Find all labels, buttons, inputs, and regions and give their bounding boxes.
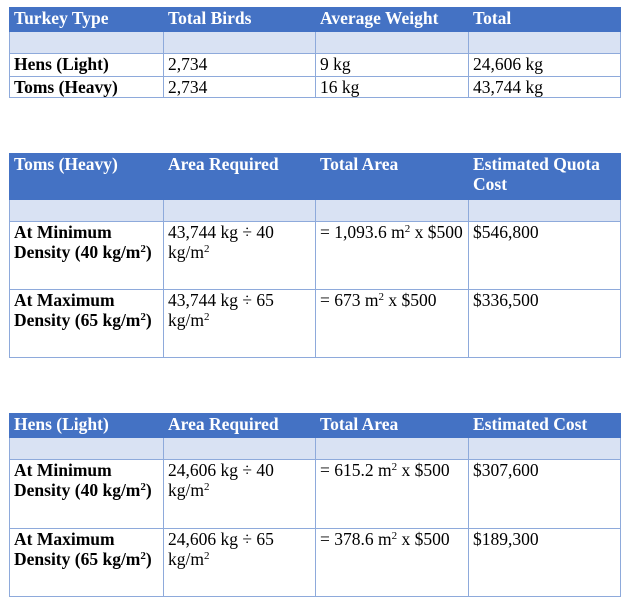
table-row: At Maximum Density (65 kg/m2) 43,744 kg …: [9, 289, 621, 358]
table-header-row: Toms (Heavy) Area Required Total Area Es…: [9, 153, 621, 200]
area-required-cell: 43,744 kg ÷ 65 kg/m2: [163, 289, 316, 358]
header-cell: Estimated Quota Cost: [468, 153, 621, 200]
cost-cell: $336,500: [468, 289, 621, 358]
toms-area-table: Toms (Heavy) Area Required Total Area Es…: [9, 153, 621, 358]
table-row: Toms (Heavy) 2,734 16 kg 43,744 kg: [9, 76, 621, 98]
hens-area-table: Hens (Light) Area Required Total Area Es…: [9, 413, 621, 597]
table-cell: 9 kg: [315, 53, 469, 77]
header-cell: Total Area: [315, 413, 469, 438]
area-required-cell: 24,606 kg ÷ 65 kg/m2: [163, 528, 316, 597]
total-area-cell: = 1,093.6 m2 x $500: [315, 221, 469, 290]
row-label: At Maximum Density (65 kg/m2): [9, 289, 164, 358]
area-required-cell: 24,606 kg ÷ 40 kg/m2: [163, 459, 316, 529]
cost-cell: $189,300: [468, 528, 621, 597]
table-cell: 43,744 kg: [468, 76, 621, 98]
table-band-row: [9, 199, 621, 222]
turkey-weight-table: Turkey Type Total Birds Average Weight T…: [9, 7, 621, 98]
table-band-row: [9, 437, 621, 460]
table-row: At Maximum Density (65 kg/m2) 24,606 kg …: [9, 528, 621, 597]
header-cell: Total Birds: [163, 7, 316, 32]
table-cell: 2,734: [163, 53, 316, 77]
table-cell: 16 kg: [315, 76, 469, 98]
cost-cell: $546,800: [468, 221, 621, 290]
table-row: At Minimum Density (40 kg/m2) 24,606 kg …: [9, 459, 621, 529]
row-label: Toms (Heavy): [9, 76, 164, 98]
row-label: At Minimum Density (40 kg/m2): [9, 459, 164, 529]
table-row: At Minimum Density (40 kg/m2) 43,744 kg …: [9, 221, 621, 290]
table-cell: 24,606 kg: [468, 53, 621, 77]
total-area-cell: = 673 m2 x $500: [315, 289, 469, 358]
row-label: At Maximum Density (65 kg/m2): [9, 528, 164, 597]
row-label: Hens (Light): [9, 53, 164, 77]
header-cell: Average Weight: [315, 7, 469, 32]
header-cell: Toms (Heavy): [9, 153, 164, 200]
row-label: At Minimum Density (40 kg/m2): [9, 221, 164, 290]
header-cell: Total Area: [315, 153, 469, 200]
header-cell: Area Required: [163, 153, 316, 200]
header-cell: Hens (Light): [9, 413, 164, 438]
header-cell: Estimated Cost: [468, 413, 621, 438]
header-cell: Turkey Type: [9, 7, 164, 32]
total-area-cell: = 615.2 m2 x $500: [315, 459, 469, 529]
header-cell: Area Required: [163, 413, 316, 438]
cost-cell: $307,600: [468, 459, 621, 529]
table-cell: 2,734: [163, 76, 316, 98]
table-band-row: [9, 31, 621, 54]
total-area-cell: = 378.6 m2 x $500: [315, 528, 469, 597]
table-header-row: Turkey Type Total Birds Average Weight T…: [9, 7, 621, 32]
area-required-cell: 43,744 kg ÷ 40 kg/m2: [163, 221, 316, 290]
header-cell: Total: [468, 7, 621, 32]
table-row: Hens (Light) 2,734 9 kg 24,606 kg: [9, 53, 621, 77]
table-header-row: Hens (Light) Area Required Total Area Es…: [9, 413, 621, 438]
